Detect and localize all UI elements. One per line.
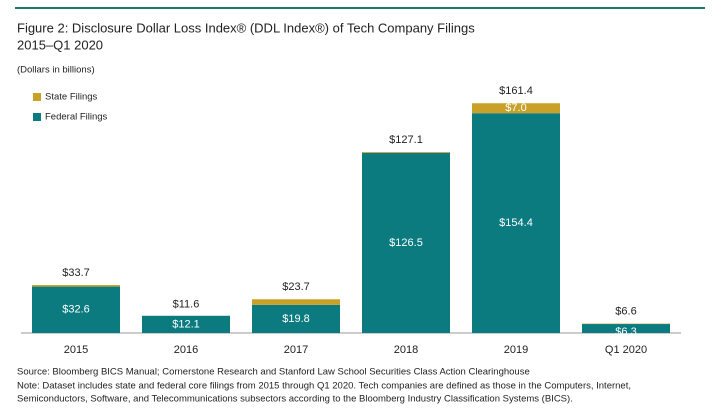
- value-label: $32.6: [62, 304, 90, 316]
- value-label: $126.5: [389, 237, 423, 249]
- note: Note: Dataset includes state and federal…: [17, 381, 631, 392]
- x-tick-label: 2016: [174, 344, 198, 356]
- bar-segment: [252, 299, 340, 305]
- bar-segment: [582, 324, 670, 333]
- x-tick-label: 2018: [394, 344, 418, 356]
- total-label: $33.7: [62, 267, 90, 279]
- bar-segment: [472, 103, 560, 114]
- bar-segment: [142, 315, 230, 333]
- value-label: $6.3: [615, 326, 636, 338]
- legend-label: Federal Filings: [45, 112, 108, 123]
- value-label: $12.1: [172, 318, 200, 330]
- chart-title: Figure 2: Disclosure Dollar Loss Index® …: [17, 20, 475, 35]
- unit-note: (Dollars in billions): [17, 65, 95, 76]
- note: Semiconductors, Software, and Telecommun…: [17, 394, 573, 405]
- x-tick-label: 2019: [504, 344, 528, 356]
- bar-segment: [472, 113, 560, 333]
- total-label: $23.7: [282, 281, 310, 293]
- value-label: $7.0: [505, 102, 526, 114]
- total-label: $127.1: [389, 134, 423, 146]
- x-tick-label: Q1 2020: [605, 344, 647, 356]
- legend-swatch: [33, 93, 41, 101]
- value-label: $19.8: [282, 313, 310, 325]
- chart-subtitle: 2015–Q1 2020: [17, 37, 103, 52]
- bar-segment: [362, 152, 450, 333]
- bar-segment: [32, 286, 120, 333]
- total-label: $11.6: [173, 298, 200, 310]
- x-tick-label: 2017: [284, 344, 308, 356]
- x-tick-label: 2015: [64, 344, 88, 356]
- total-label: $6.6: [615, 306, 636, 318]
- bar-segment: [362, 152, 450, 153]
- bar-segment: [252, 304, 340, 333]
- source-note: Source: Bloomberg BICS Manual; Cornersto…: [17, 367, 530, 378]
- legend-label: State Filings: [45, 92, 98, 103]
- legend-swatch: [33, 113, 41, 121]
- bar-segment: [32, 285, 120, 287]
- value-label: $154.4: [499, 217, 533, 229]
- total-label: $161.4: [499, 85, 533, 97]
